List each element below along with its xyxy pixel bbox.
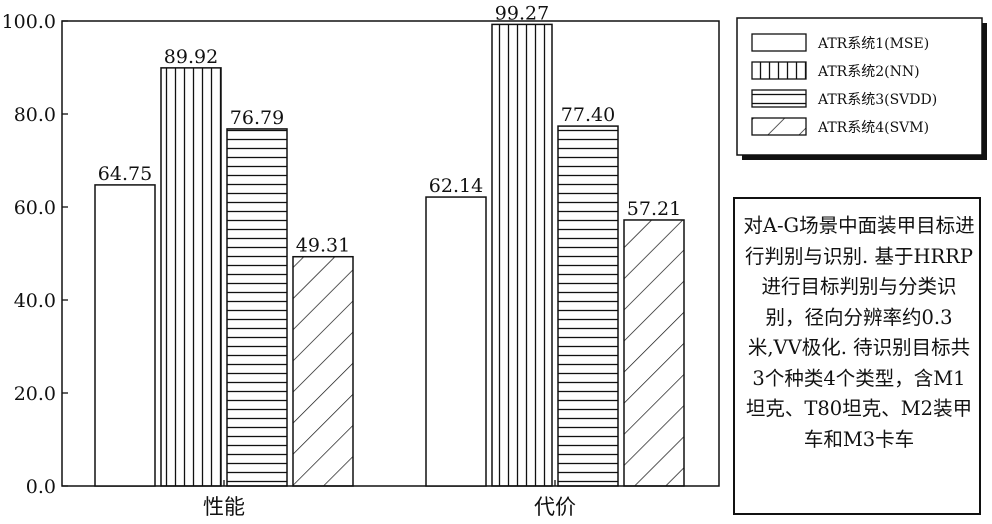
description-box: 对A-G场景中面装甲目标进行判别与识别. 基于HRRP进行目标判别与分类识别，径… (733, 197, 981, 515)
bar-value-label: 64.75 (98, 163, 152, 185)
y-tick-label: 20.0 (14, 383, 56, 405)
legend-swatch (751, 89, 807, 108)
legend-label: ATR系统4(SVM) (817, 120, 929, 136)
data-labels: 64.75 89.92 76.79 49.31 62.14 99.27 77.40 57.21 (98, 2, 681, 256)
bar (491, 23, 553, 487)
legend-swatch (751, 117, 807, 136)
description-text: 对A-G场景中面装甲目标进行判别与识别. 基于HRRP进行目标判别与分类识别，径… (743, 214, 975, 451)
y-tick-label: 40.0 (14, 290, 56, 312)
bar (160, 67, 222, 487)
y-tick-label: 0.0 (26, 476, 56, 498)
bar-value-label: 76.79 (230, 107, 284, 129)
legend-swatch (751, 61, 807, 80)
bar-value-label: 57.21 (627, 198, 681, 220)
bar (94, 184, 156, 487)
x-axis: 性能 代价 (203, 480, 576, 519)
legend-label: ATR系统2(NN) (817, 64, 920, 80)
bar-value-label: 77.40 (561, 104, 615, 126)
bar-value-label: 89.92 (164, 46, 218, 68)
bar (226, 128, 288, 487)
bar-value-label: 99.27 (495, 2, 549, 24)
bar (292, 255, 354, 487)
bar-value-label: 62.14 (429, 175, 483, 197)
y-tick-label: 100.0 (2, 11, 56, 33)
legend-label: ATR系统1(MSE) (817, 36, 929, 52)
y-axis: 0.0 20.0 40.0 60.0 80.0 100.0 (2, 11, 68, 498)
x-category-label: 代价 (534, 495, 576, 519)
x-category-label: 性能 (203, 495, 245, 519)
bar (425, 196, 487, 487)
y-tick-label: 60.0 (14, 197, 56, 219)
bar (623, 219, 685, 487)
bar-value-label: 49.31 (296, 235, 350, 257)
legend-swatch (751, 33, 807, 52)
legend-label: ATR系统3(SVDD) (817, 92, 937, 108)
plot-frame (61, 20, 720, 487)
legend: ATR系统1(MSE) ATR系统2(NN) ATR系统3(SVDD) ATR系统4(… (736, 17, 987, 160)
bars (94, 23, 685, 487)
y-tick-label: 80.0 (14, 104, 56, 126)
bar (557, 125, 619, 487)
